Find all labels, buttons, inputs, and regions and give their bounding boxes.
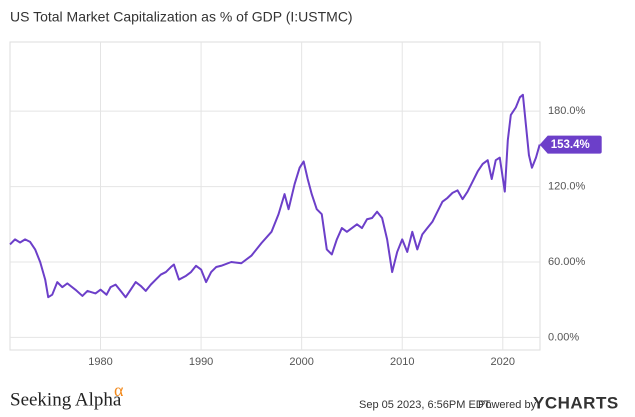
y-tick-label: 0.00% <box>548 331 579 343</box>
brand: Seeking Alpha <box>10 389 122 410</box>
y-tick-label: 120.0% <box>548 180 586 192</box>
plot-frame <box>9 41 541 351</box>
plot: 0.00% 60.00% 120.0% 180.0% 1980 1990 2000 2010 2… <box>9 42 602 368</box>
y-tick-label: 180.0% <box>548 105 586 117</box>
powered-by: Powered by <box>478 399 537 411</box>
value-label-badge <box>539 135 602 154</box>
value-label: 153.4% <box>551 139 590 151</box>
timestamp: Sep 05 2023, 6:56PM EDT. <box>359 399 492 411</box>
x-tick-label: 2020 <box>491 356 515 368</box>
data-line <box>9 93 541 299</box>
x-tick-label: 1990 <box>189 356 213 368</box>
x-tick-label: 2010 <box>390 356 414 368</box>
brand-mark: α <box>114 380 124 400</box>
chart-title: US Total Market Capitalization as % of G… <box>10 9 353 25</box>
provider: YCHARTS <box>533 393 619 412</box>
x-tick-label: 1980 <box>88 356 112 368</box>
y-tick-label: 60.00% <box>548 256 586 268</box>
x-tick-label: 2000 <box>289 356 313 368</box>
